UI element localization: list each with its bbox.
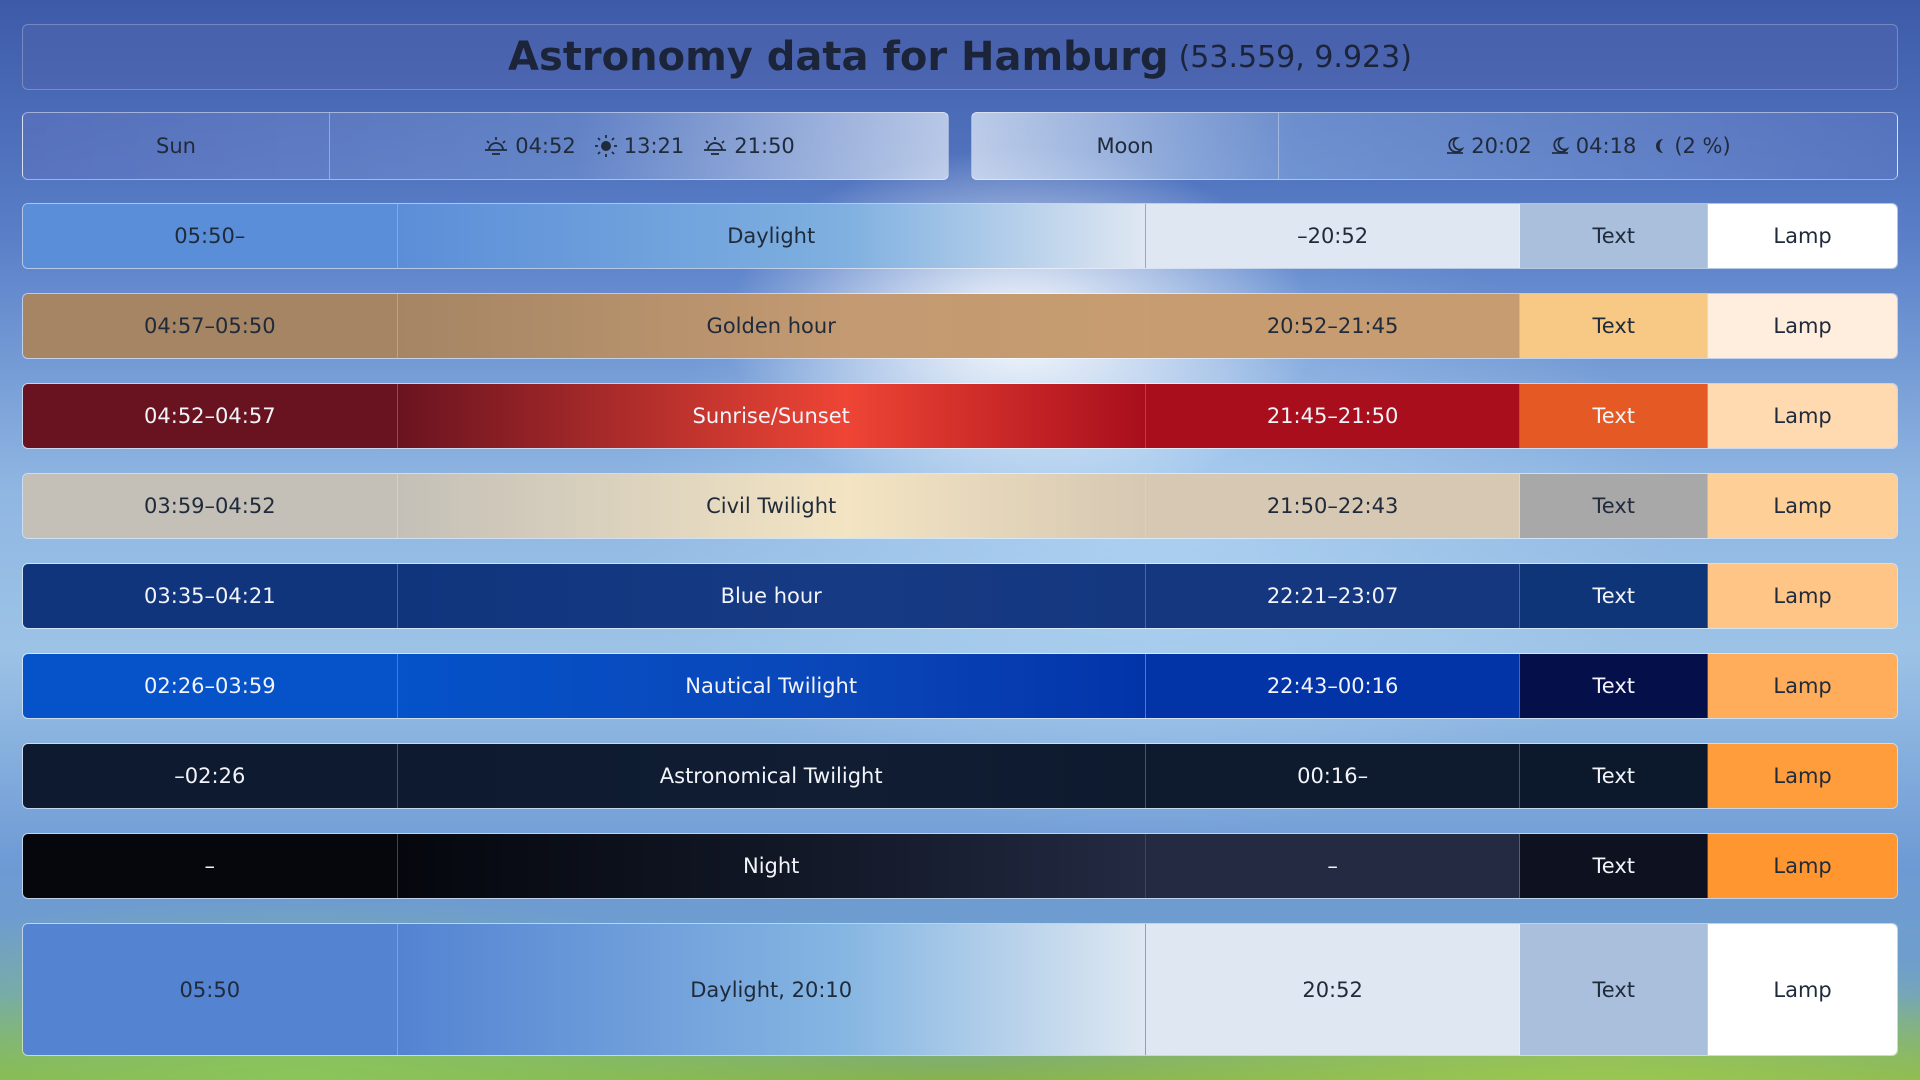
phase-start-time: 05:50– [23, 204, 398, 268]
sun-label: Sun [23, 113, 330, 179]
text-color-swatch: Text [1520, 834, 1709, 898]
phase-end-time: –20:52 [1145, 204, 1521, 268]
phase-name: Nautical Twilight [397, 654, 1146, 718]
text-color-swatch: Text [1520, 474, 1709, 538]
phase-name: Night [397, 834, 1146, 898]
phase-name: Blue hour [397, 564, 1146, 628]
sunset-time: 21:50 [702, 134, 795, 158]
phase-name: Golden hour [397, 294, 1146, 358]
phase-start-time: – [23, 834, 398, 898]
sun-noon-icon [594, 135, 617, 157]
phase-row: 03:35–04:21 Blue hour 22:21–23:07 Text Lamp [22, 563, 1898, 629]
sunrise-icon [485, 137, 508, 155]
moonrise-icon [1447, 137, 1465, 154]
phase-end-time: 21:45–21:50 [1145, 384, 1521, 448]
phase-row: 04:52–04:57 Sunrise/Sunset 21:45–21:50 Text… [22, 383, 1898, 449]
page-title: Astronomy data for Hamburg [508, 34, 1169, 80]
phase-start-time: 02:26–03:59 [23, 654, 398, 718]
phase-row: – Night – Text Lamp [22, 833, 1898, 899]
phase-start-time: 04:57–05:50 [23, 294, 398, 358]
phase-end-time: – [1145, 834, 1521, 898]
text-color-swatch: Text [1520, 924, 1709, 1055]
lamp-color-swatch: Lamp [1708, 294, 1897, 358]
phase-start-time: –02:26 [23, 744, 398, 808]
phase-name: Civil Twilight [397, 474, 1146, 538]
moonset-icon [1551, 137, 1570, 154]
text-color-swatch: Text [1520, 294, 1709, 358]
sun-info: Sun 04:52 13:21 [22, 112, 949, 180]
phase-start-time: 03:59–04:52 [23, 474, 398, 538]
solar-noon-time: 13:21 [594, 134, 684, 158]
phase-row: 05:50– Daylight –20:52 Text Lamp [22, 203, 1898, 269]
lamp-color-swatch: Lamp [1708, 924, 1897, 1055]
text-color-swatch: Text [1520, 204, 1709, 268]
sunset-icon [704, 137, 727, 155]
text-color-swatch: Text [1520, 564, 1709, 628]
moon-phase-icon [1656, 139, 1664, 153]
lamp-color-swatch: Lamp [1708, 834, 1897, 898]
moon-phase: (2 %) [1654, 134, 1731, 158]
phase-name: Daylight, 20:10 [397, 924, 1146, 1055]
phase-row: 05:50 Daylight, 20:10 20:52 Text Lamp [22, 923, 1898, 1056]
phase-end-time: 00:16– [1145, 744, 1521, 808]
moonset-time: 04:18 [1550, 134, 1636, 158]
location-coordinates: (53.559, 9.923) [1178, 39, 1412, 75]
phase-row: 04:57–05:50 Golden hour 20:52–21:45 Text Lam… [22, 293, 1898, 359]
phase-end-time: 22:43–00:16 [1145, 654, 1521, 718]
moon-info: Moon 20:02 04:18 (2 %) [971, 112, 1898, 180]
text-color-swatch: Text [1520, 654, 1709, 718]
lamp-color-swatch: Lamp [1708, 474, 1897, 538]
moon-label: Moon [972, 113, 1279, 179]
lamp-color-swatch: Lamp [1708, 384, 1897, 448]
phase-row: 03:59–04:52 Civil Twilight 21:50–22:43 Text… [22, 473, 1898, 539]
phase-start-time: 03:35–04:21 [23, 564, 398, 628]
phase-start-time: 04:52–04:57 [23, 384, 398, 448]
lamp-color-swatch: Lamp [1708, 654, 1897, 718]
phase-end-time: 20:52 [1145, 924, 1521, 1055]
lamp-color-swatch: Lamp [1708, 744, 1897, 808]
phase-row: 02:26–03:59 Nautical Twilight 22:43–00:16 T… [22, 653, 1898, 719]
moonrise-time: 20:02 [1445, 134, 1532, 158]
sunrise-time: 04:52 [483, 134, 576, 158]
phase-end-time: 21:50–22:43 [1145, 474, 1521, 538]
phase-name: Astronomical Twilight [397, 744, 1146, 808]
lamp-color-swatch: Lamp [1708, 564, 1897, 628]
phase-row: –02:26 Astronomical Twilight 00:16– Text Lam… [22, 743, 1898, 809]
lamp-color-swatch: Lamp [1708, 204, 1897, 268]
phase-start-time: 05:50 [23, 924, 398, 1055]
text-color-swatch: Text [1520, 744, 1709, 808]
phase-name: Sunrise/Sunset [397, 384, 1146, 448]
phase-end-time: 22:21–23:07 [1145, 564, 1521, 628]
page-title-bar: Astronomy data for Hamburg (53.559, 9.92… [22, 24, 1898, 90]
phase-end-time: 20:52–21:45 [1145, 294, 1521, 358]
phase-name: Daylight [397, 204, 1146, 268]
text-color-swatch: Text [1520, 384, 1709, 448]
